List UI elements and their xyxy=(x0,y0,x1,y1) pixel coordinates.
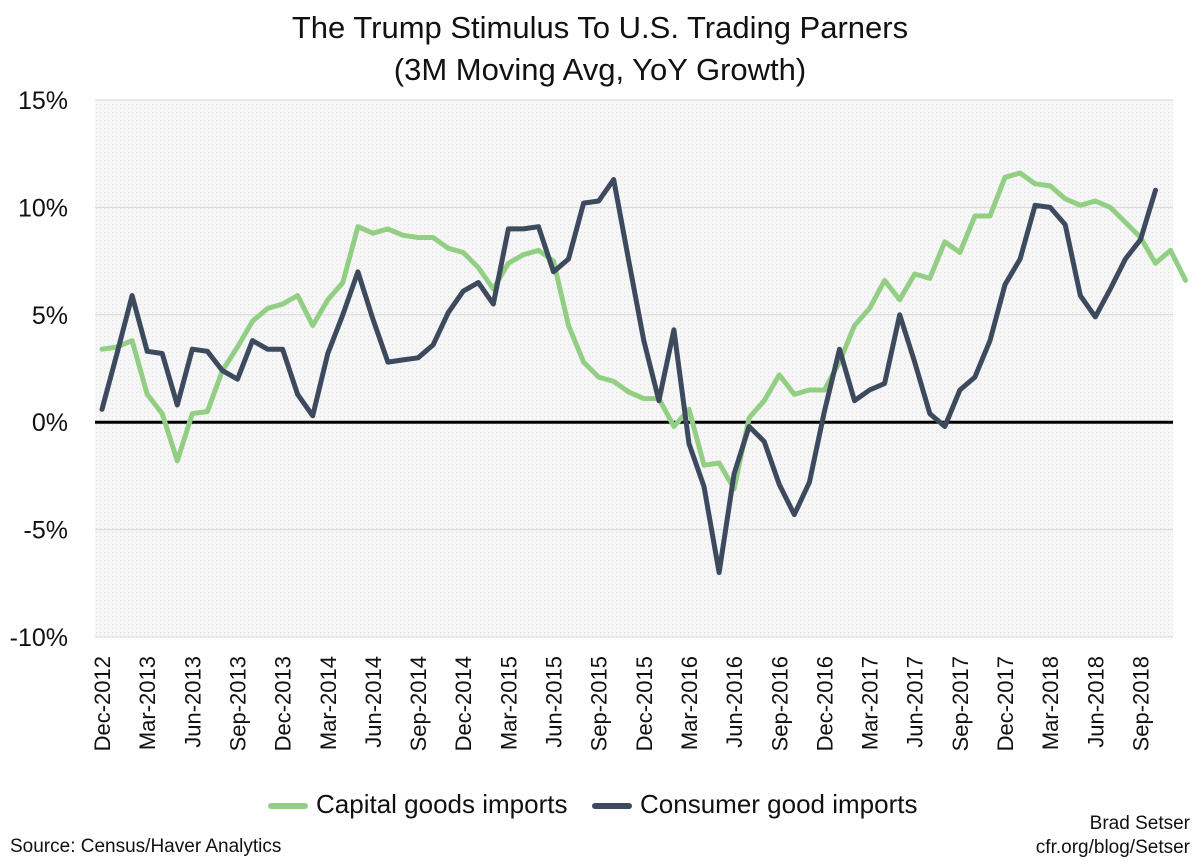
x-tick-label: Mar-2017 xyxy=(858,656,883,750)
legend-label-consumer-goods: Consumer good imports xyxy=(640,789,918,819)
x-tick-label: Mar-2015 xyxy=(496,656,521,750)
line-chart: 15% 10% 5% 0% -5% -10% Dec-2012 Mar-2013 Jun-20… xyxy=(10,87,1189,751)
x-tick-label: Jun-2013 xyxy=(180,656,205,748)
source-note: Source: Census/Haver Analytics xyxy=(10,836,282,857)
legend-label-capital-goods: Capital goods imports xyxy=(316,789,568,819)
x-tick-label: Dec-2012 xyxy=(90,656,115,751)
series-lines xyxy=(99,170,1189,576)
x-tick-label: Sep-2014 xyxy=(406,656,431,751)
y-tick-label: 0% xyxy=(32,409,68,437)
x-tick-label: Jun-2014 xyxy=(361,656,386,748)
plot-area xyxy=(95,100,1173,637)
chart-subtitle: (3M Moving Avg, YoY Growth) xyxy=(393,52,807,87)
author-credit: Brad Setser xyxy=(1089,813,1190,834)
legend: Capital goods imports Consumer good impo… xyxy=(0,786,1200,826)
x-tick-label: Dec-2014 xyxy=(451,656,476,751)
x-tick-label: Jun-2015 xyxy=(542,656,567,748)
y-tick-label: 5% xyxy=(32,302,68,330)
x-tick-label: Dec-2017 xyxy=(993,656,1018,751)
x-tick-label: Sep-2016 xyxy=(767,656,792,751)
y-axis-ticks: 15% 10% 5% 0% -5% -10% xyxy=(10,87,68,652)
y-tick-label: 10% xyxy=(18,194,68,222)
legend-item-capital-goods: Capital goods imports xyxy=(268,786,567,822)
x-tick-label: Sep-2017 xyxy=(948,656,973,751)
legend-swatch-consumer-goods xyxy=(592,803,632,810)
x-tick-label: Jun-2018 xyxy=(1083,656,1108,748)
y-tick-label: 15% xyxy=(18,87,68,115)
x-tick-label: Dec-2015 xyxy=(632,656,657,751)
x-tick-label: Mar-2018 xyxy=(1038,656,1063,750)
x-tick-label: Mar-2014 xyxy=(316,656,341,750)
gridlines xyxy=(95,99,1173,638)
chart-title: The Trump Stimulus To U.S. Trading Parne… xyxy=(291,10,909,45)
x-tick-label: Mar-2013 xyxy=(135,656,160,750)
x-tick-label: Dec-2016 xyxy=(812,656,837,751)
x-tick-label: Sep-2018 xyxy=(1128,656,1153,751)
x-tick-label: Mar-2016 xyxy=(677,656,702,750)
x-tick-label: Sep-2013 xyxy=(225,656,250,751)
x-tick-label: Jun-2017 xyxy=(903,656,928,748)
x-tick-label: Jun-2016 xyxy=(722,656,747,748)
x-tick-label: Sep-2015 xyxy=(587,656,612,751)
legend-swatch-capital-goods xyxy=(268,803,308,810)
series-line-consumer-goods xyxy=(99,177,1158,576)
x-tick-label: Dec-2013 xyxy=(271,656,296,751)
x-axis-ticks: Dec-2012 Mar-2013 Jun-2013 Sep-2013 Dec-2013… xyxy=(90,656,1153,751)
y-tick-label: -5% xyxy=(24,517,68,545)
author-url: cfr.org/blog/Setser xyxy=(1035,837,1190,858)
legend-item-consumer-goods: Consumer good imports xyxy=(592,786,917,822)
series-line-capital-goods xyxy=(99,170,1189,492)
y-tick-label: -10% xyxy=(10,624,68,652)
